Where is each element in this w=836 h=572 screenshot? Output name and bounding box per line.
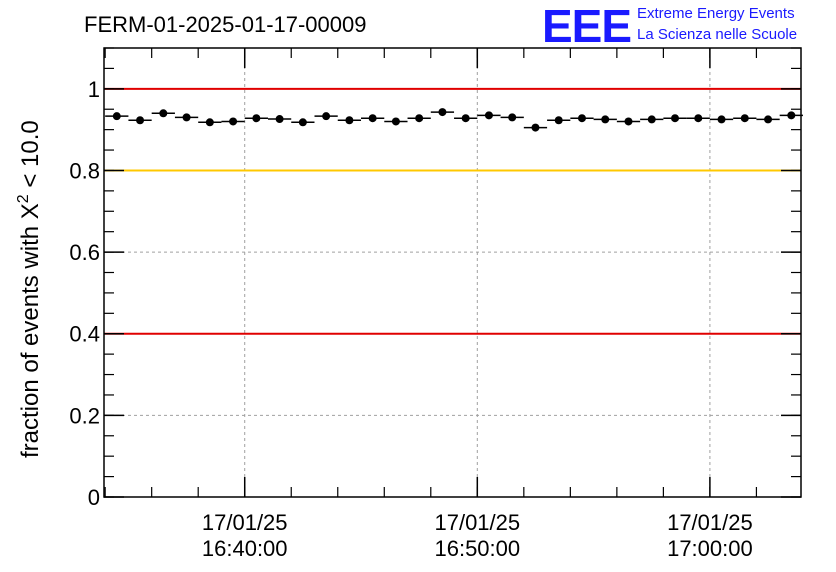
y-tick-label: 0.6 [69, 240, 100, 265]
data-point [182, 113, 191, 122]
data-point [461, 114, 470, 123]
data-point [136, 116, 145, 125]
data-point [694, 114, 703, 123]
x-tick-time-label: 16:50:00 [434, 536, 520, 561]
logo-line-2: La Scienza nelle Scuole [637, 26, 797, 43]
x-tick-time-label: 17:00:00 [667, 536, 753, 561]
data-point [764, 115, 773, 124]
x-tick-time-label: 16:40:00 [202, 536, 288, 561]
data-points [105, 108, 803, 132]
data-point [717, 115, 726, 124]
eee-logo-mark: EEE [542, 0, 631, 52]
y-tick-label: 0.4 [69, 322, 100, 347]
data-point [577, 114, 586, 123]
data-point [252, 114, 261, 123]
y-tick-label: 0 [88, 485, 100, 510]
data-point [298, 118, 307, 127]
data-point [508, 113, 517, 122]
data-point [345, 116, 354, 125]
logo-line-1: Extreme Energy Events [637, 5, 795, 22]
data-point [647, 115, 656, 124]
data-point [624, 117, 633, 126]
data-point [275, 115, 284, 124]
x-tick-date-label: 17/01/25 [202, 510, 288, 535]
chart-title: FERM-01-2025-01-17-00009 [84, 12, 367, 37]
data-point [391, 117, 400, 126]
x-tick-date-label: 17/01/25 [667, 510, 753, 535]
x-tick-date-label: 17/01/25 [434, 510, 520, 535]
y-axis-label: fraction of events with X2 < 10.0 [15, 120, 44, 458]
reference-lines [104, 87, 801, 335]
y-tick-label: 1 [88, 77, 100, 102]
y-tick-label: 0.2 [69, 403, 100, 428]
data-point [415, 114, 424, 123]
data-point [205, 118, 214, 127]
data-point [229, 117, 238, 126]
data-point [438, 108, 447, 117]
tick-labels: 00.20.40.60.8117/01/2516:40:0017/01/2516… [69, 77, 752, 561]
data-point [368, 114, 377, 123]
data-point [159, 109, 168, 118]
data-point [740, 114, 749, 123]
data-point [322, 112, 331, 121]
data-point [671, 114, 680, 123]
y-tick-label: 0.8 [69, 158, 100, 183]
data-point [484, 111, 493, 120]
data-point [554, 116, 563, 125]
plot-frame [103, 47, 802, 498]
data-point [787, 111, 796, 120]
data-point [531, 123, 540, 132]
data-point [112, 112, 121, 121]
data-point [601, 115, 610, 124]
